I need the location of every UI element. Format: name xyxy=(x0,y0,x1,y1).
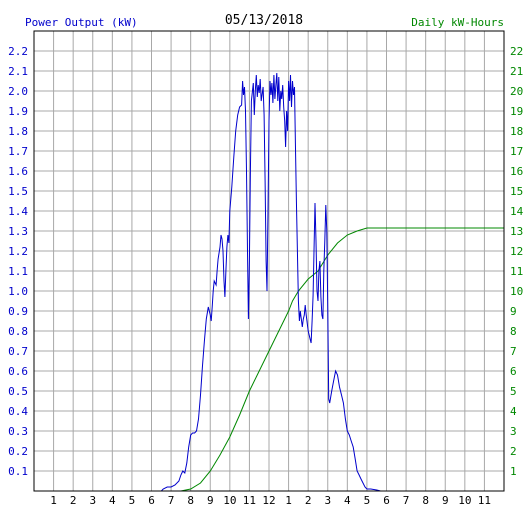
x-tick-label: 5 xyxy=(364,494,371,507)
x-tick-label: 4 xyxy=(109,494,116,507)
x-tick-label: 8 xyxy=(422,494,429,507)
x-tick-label: 1 xyxy=(50,494,57,507)
right-tick-label: 20 xyxy=(510,85,523,98)
right-tick-label: 9 xyxy=(510,305,517,318)
left-tick-label: 2.1 xyxy=(8,65,28,78)
x-tick-label: 2 xyxy=(70,494,77,507)
right-tick-label: 21 xyxy=(510,65,523,78)
right-tick-label: 15 xyxy=(510,185,523,198)
right-tick-label: 3 xyxy=(510,425,517,438)
left-tick-label: 0.4 xyxy=(8,405,28,418)
left-tick-label: 1.8 xyxy=(8,125,28,138)
right-tick-label: 16 xyxy=(510,165,523,178)
right-tick-label: 18 xyxy=(510,125,523,138)
x-tick-label: 5 xyxy=(129,494,136,507)
right-tick-label: 2 xyxy=(510,445,517,458)
left-tick-label: 2.0 xyxy=(8,85,28,98)
right-tick-label: 19 xyxy=(510,105,523,118)
x-tick-label: 6 xyxy=(383,494,390,507)
left-tick-label: 1.4 xyxy=(8,205,28,218)
left-tick-label: 0.7 xyxy=(8,345,28,358)
right-tick-label: 1 xyxy=(510,465,517,478)
x-tick-label: 11 xyxy=(478,494,491,507)
right-tick-label: 14 xyxy=(510,205,524,218)
x-tick-label: 1 xyxy=(285,494,292,507)
left-axis-label: Power Output (kW) xyxy=(25,16,138,29)
left-tick-label: 1.7 xyxy=(8,145,28,158)
x-tick-label: 10 xyxy=(223,494,236,507)
left-tick-label: 1.0 xyxy=(8,285,28,298)
right-tick-label: 22 xyxy=(510,45,523,58)
right-axis-label: Daily kW-Hours xyxy=(411,16,504,29)
left-tick-label: 0.5 xyxy=(8,385,28,398)
x-tick-label: 3 xyxy=(89,494,96,507)
left-tick-label: 0.9 xyxy=(8,305,28,318)
x-tick-label: 9 xyxy=(207,494,214,507)
plot-frame xyxy=(33,30,505,492)
left-tick-label: 1.1 xyxy=(8,265,28,278)
right-tick-label: 17 xyxy=(510,145,523,158)
left-tick-label: 0.3 xyxy=(8,425,28,438)
right-tick-label: 6 xyxy=(510,365,517,378)
right-tick-label: 11 xyxy=(510,265,523,278)
right-tick-label: 7 xyxy=(510,345,517,358)
right-tick-label: 12 xyxy=(510,245,523,258)
right-tick-label: 4 xyxy=(510,405,517,418)
left-tick-label: 0.8 xyxy=(8,325,28,338)
left-tick-label: 0.1 xyxy=(8,465,28,478)
left-tick-label: 1.5 xyxy=(8,185,28,198)
right-tick-label: 5 xyxy=(510,385,517,398)
x-tick-label: 6 xyxy=(148,494,155,507)
left-axis-ticks: 0.1 0.2 0.3 0.4 0.5 0.6 0.7 0.8 0.9 1.0 1.1 1.2 1.3 1… xyxy=(8,45,28,478)
x-tick-label: 7 xyxy=(168,494,175,507)
right-tick-label: 10 xyxy=(510,285,523,298)
left-tick-label: 1.2 xyxy=(8,245,28,258)
left-tick-label: 1.9 xyxy=(8,105,28,118)
left-tick-label: 1.3 xyxy=(8,225,28,238)
left-tick-label: 2.2 xyxy=(8,45,28,58)
x-axis-ticks: 1 2 3 4 5 6 7 8 9 10 11 12 1 2 3 4 5 6 7 8 9 10 11 xyxy=(50,494,491,507)
x-tick-label: 10 xyxy=(458,494,471,507)
chart-title: 05/13/2018 xyxy=(225,13,303,28)
daily-energy-line xyxy=(34,227,504,492)
x-tick-label: 12 xyxy=(262,494,275,507)
x-tick-label: 8 xyxy=(187,494,194,507)
left-tick-label: 1.6 xyxy=(8,165,28,178)
x-tick-label: 3 xyxy=(324,494,331,507)
right-tick-label: 13 xyxy=(510,225,523,238)
right-tick-label: 8 xyxy=(510,325,517,338)
left-tick-label: 0.2 xyxy=(8,445,28,458)
left-tick-label: 0.6 xyxy=(8,365,28,378)
x-tick-label: 2 xyxy=(305,494,312,507)
power-output-line xyxy=(34,72,504,492)
x-tick-label: 9 xyxy=(442,494,449,507)
x-tick-label: 7 xyxy=(403,494,410,507)
x-tick-label: 4 xyxy=(344,494,351,507)
x-tick-label: 11 xyxy=(243,494,256,507)
